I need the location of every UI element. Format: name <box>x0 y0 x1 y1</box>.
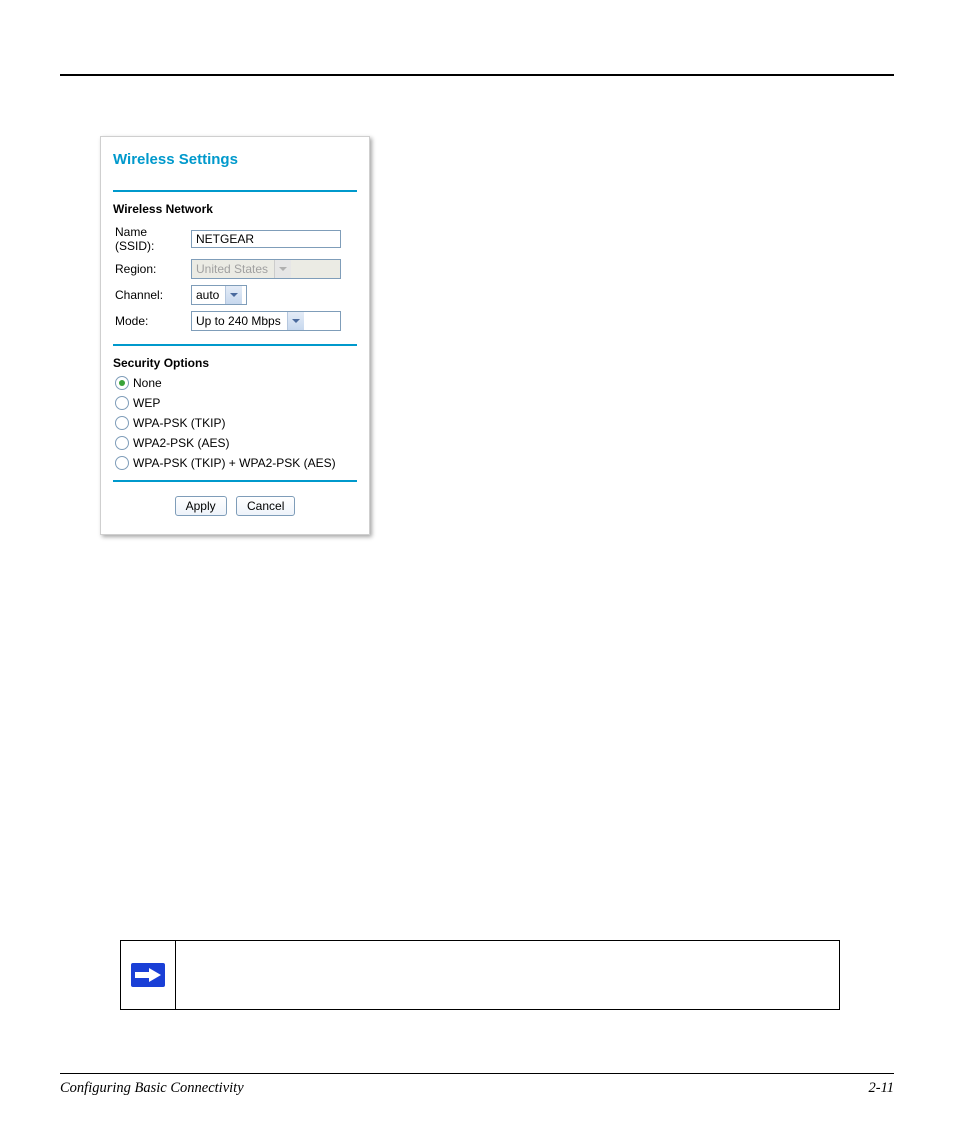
chevron-down-icon <box>287 312 304 330</box>
radio-icon <box>115 376 129 390</box>
channel-select-value: auto <box>192 288 225 302</box>
region-select: United States <box>191 259 341 279</box>
chevron-down-icon <box>274 260 291 278</box>
footer-section-title: Configuring Basic Connectivity <box>60 1080 244 1097</box>
panel-divider <box>113 190 357 192</box>
wireless-settings-panel: Wireless Settings Wireless Network Name … <box>100 136 370 535</box>
wireless-network-form: Name (SSID): Region: United States Chann… <box>113 222 357 334</box>
footer-page-number: 2-11 <box>868 1080 894 1097</box>
security-options-heading: Security Options <box>113 356 357 370</box>
document-page: Wireless Settings Wireless Network Name … <box>0 0 954 1145</box>
wireless-network-heading: Wireless Network <box>113 202 357 216</box>
region-select-value: United States <box>192 262 274 276</box>
ssid-label: Name (SSID): <box>113 222 189 256</box>
radio-icon <box>115 456 129 470</box>
panel-divider <box>113 344 357 346</box>
security-option-wep[interactable]: WEP <box>115 396 357 410</box>
security-option-none[interactable]: None <box>115 376 357 390</box>
security-option-wpa-psk-tkip[interactable]: WPA-PSK (TKIP) <box>115 416 357 430</box>
radio-label: WEP <box>133 396 160 410</box>
mode-select-value: Up to 240 Mbps <box>192 314 287 328</box>
radio-label: WPA-PSK (TKIP) <box>133 416 225 430</box>
mode-select[interactable]: Up to 240 Mbps <box>191 311 341 331</box>
radio-label: None <box>133 376 162 390</box>
radio-label: WPA-PSK (TKIP) + WPA2-PSK (AES) <box>133 456 336 470</box>
radio-icon <box>115 396 129 410</box>
radio-label: WPA2-PSK (AES) <box>133 436 229 450</box>
top-horizontal-rule <box>60 74 894 76</box>
radio-icon <box>115 436 129 450</box>
page-footer: Configuring Basic Connectivity 2-11 <box>60 1073 894 1097</box>
ssid-input[interactable] <box>191 230 341 248</box>
note-icon-cell <box>121 941 176 1009</box>
footer-rule <box>60 1073 894 1074</box>
note-content <box>176 941 839 1009</box>
apply-button[interactable]: Apply <box>175 496 227 516</box>
channel-label: Channel: <box>113 282 189 308</box>
panel-title: Wireless Settings <box>113 151 357 168</box>
panel-divider <box>113 480 357 482</box>
channel-select[interactable]: auto <box>191 285 247 305</box>
chevron-down-icon <box>225 286 242 304</box>
region-label: Region: <box>113 256 189 282</box>
security-options-list: None WEP WPA-PSK (TKIP) WPA2-PSK (AES) W… <box>115 376 357 470</box>
radio-icon <box>115 416 129 430</box>
cancel-button[interactable]: Cancel <box>236 496 295 516</box>
mode-label: Mode: <box>113 308 189 334</box>
note-callout <box>120 940 840 1010</box>
security-option-wpa-plus-wpa2[interactable]: WPA-PSK (TKIP) + WPA2-PSK (AES) <box>115 456 357 470</box>
arrow-right-icon <box>131 963 165 987</box>
panel-button-row: Apply Cancel <box>113 496 357 516</box>
security-option-wpa2-psk-aes[interactable]: WPA2-PSK (AES) <box>115 436 357 450</box>
